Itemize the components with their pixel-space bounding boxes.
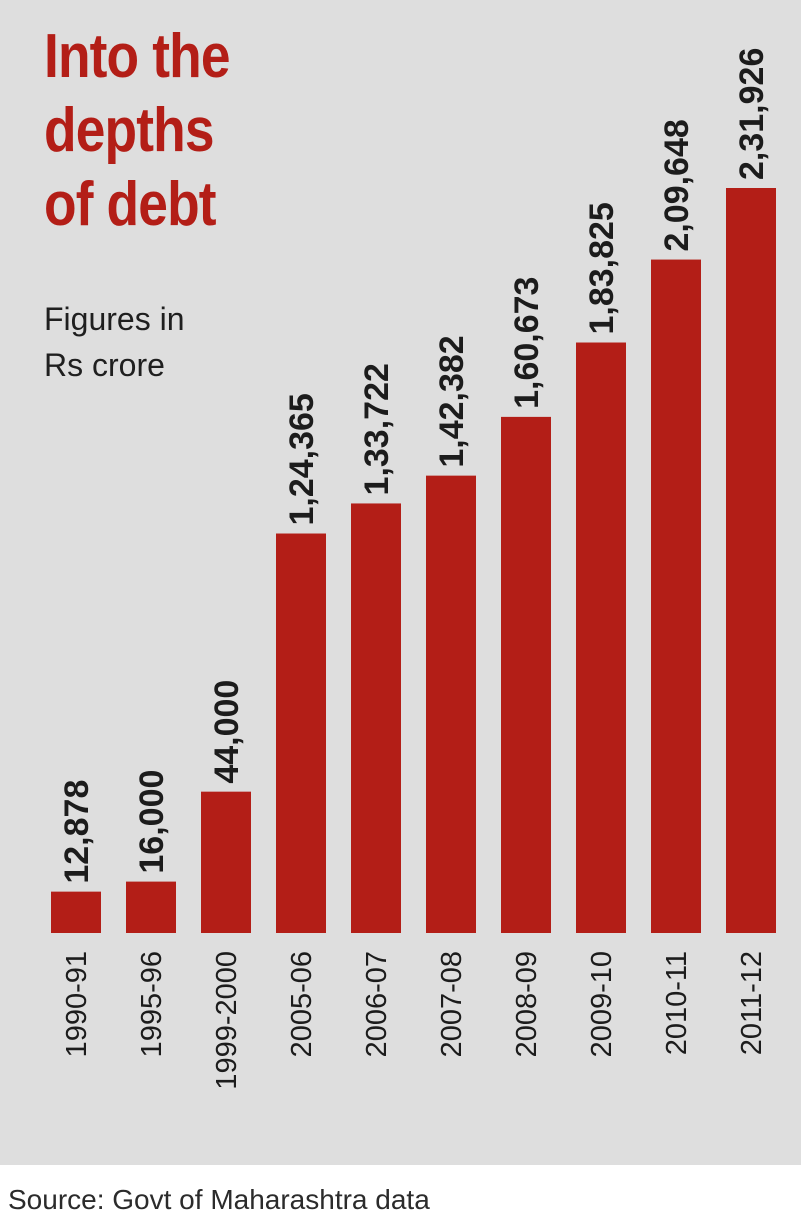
value-label-2009-10: 1,83,825	[583, 202, 621, 334]
chart-panel: Into the depths of debt Figures in Rs cr…	[0, 0, 801, 1165]
value-label-2005-06: 1,24,365	[283, 393, 321, 525]
chart-title-line-3: of debt	[44, 170, 217, 239]
category-label-2010-11: 2010-11	[661, 951, 693, 1055]
category-label-2006-07: 2006-07	[361, 951, 393, 1057]
value-label-1990-91: 12,878	[58, 780, 96, 884]
value-label-2008-09: 1,60,673	[508, 277, 546, 409]
category-label-2007-08: 2007-08	[436, 951, 468, 1057]
bar-1995-96	[126, 881, 176, 933]
bar-1999-2000	[201, 791, 251, 933]
chart-subtitle-line-1: Figures in	[44, 301, 185, 337]
chart-subtitle-line-2: Rs crore	[44, 347, 165, 383]
value-label-1995-96: 16,000	[133, 770, 171, 874]
category-label-2008-09: 2008-09	[511, 951, 543, 1057]
bar-chart: 12,878 1990-91 16,000 1995-96 44,000 1999-200…	[51, 48, 776, 1090]
category-label-2005-06: 2005-06	[286, 951, 318, 1057]
bar-2005-06	[276, 533, 326, 933]
chart-subtitle: Figures in Rs crore	[44, 296, 244, 388]
value-label-2006-07: 1,33,722	[358, 363, 396, 495]
bar-2007-08	[426, 475, 476, 933]
bar-2010-11	[651, 259, 701, 933]
bar-2009-10	[576, 342, 626, 933]
category-label-1999-2000: 1999-2000	[211, 951, 243, 1090]
chart-title: Into the depths of debt	[44, 20, 302, 242]
category-label-2009-10: 2009-10	[586, 951, 618, 1057]
source-note: Source: Govt of Maharashtra data	[8, 1184, 430, 1215]
category-label-1990-91: 1990-91	[61, 951, 93, 1057]
category-label-1995-96: 1995-96	[136, 951, 168, 1057]
chart-title-line-2: depths	[44, 96, 214, 165]
bar-2008-09	[501, 416, 551, 934]
value-label-2007-08: 1,42,382	[433, 335, 471, 467]
category-label-2011-12: 2011-12	[736, 951, 768, 1055]
value-label-2011-12: 2,31,926	[733, 48, 771, 180]
value-label-2010-11: 2,09,648	[658, 119, 696, 251]
value-label-1999-2000: 44,000	[208, 680, 246, 784]
bar-2006-07	[351, 503, 401, 933]
bar-1990-91	[51, 891, 101, 933]
chart-title-line-1: Into the	[44, 22, 230, 91]
bar-2011-12	[726, 188, 776, 933]
